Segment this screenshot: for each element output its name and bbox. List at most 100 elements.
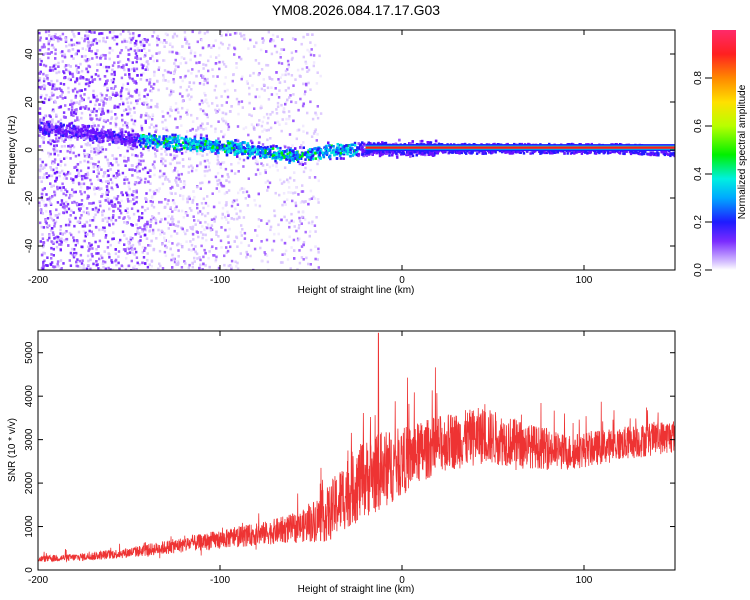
heatmap-cell	[173, 62, 176, 65]
heatmap-cell	[145, 237, 149, 240]
heatmap-cell	[203, 159, 207, 163]
heatmap-cell	[217, 235, 220, 238]
heatmap-cell	[52, 46, 56, 50]
heatmap-cell	[124, 176, 127, 179]
heatmap-cell	[75, 43, 78, 47]
heatmap-cell	[296, 268, 299, 270]
heatmap-cell	[89, 244, 92, 248]
heatmap-cell	[104, 54, 107, 57]
heatmap-cell	[51, 87, 54, 90]
heatmap-cell	[119, 90, 123, 94]
heatmap-cell	[286, 68, 289, 71]
heatmap-cell	[193, 256, 196, 260]
heatmap-cell	[94, 213, 97, 217]
heatmap-cell	[77, 49, 80, 53]
heatmap-cell	[182, 186, 186, 189]
heatmap-cell	[43, 87, 46, 91]
heatmap-cell	[143, 224, 146, 227]
heatmap-cell	[179, 76, 182, 79]
heatmap-cell	[104, 234, 108, 237]
heatmap-cell	[201, 75, 205, 78]
heatmap-cell	[79, 62, 82, 66]
heatmap-cell	[101, 193, 104, 196]
heatmap-cell	[195, 129, 198, 132]
heatmap-cell	[141, 228, 144, 231]
heatmap-cell	[156, 34, 160, 38]
heatmap-cell	[123, 137, 126, 141]
heatmap-cell	[211, 102, 214, 105]
heatmap-cell	[189, 157, 192, 160]
heatmap-cell	[180, 56, 183, 59]
heatmap-cell	[174, 179, 177, 182]
heatmap-cell	[190, 164, 193, 168]
heatmap-cell	[198, 61, 201, 64]
heatmap-cell	[124, 108, 128, 111]
heatmap-cell	[201, 225, 204, 228]
heatmap-cell	[181, 245, 184, 249]
heatmap-cell	[248, 92, 251, 96]
heatmap-cell	[117, 65, 120, 68]
heatmap-cell	[135, 190, 138, 194]
heatmap-cell	[225, 191, 229, 194]
heatmap-cell	[303, 92, 306, 96]
heatmap-cell	[264, 181, 267, 184]
heatmap-cell	[92, 262, 95, 266]
heatmap-cell	[77, 32, 81, 35]
heatmap-cell	[208, 265, 211, 269]
heatmap-cell	[80, 111, 84, 115]
heatmap-cell	[202, 255, 205, 259]
heatmap-cell	[76, 90, 79, 94]
heatmap-cell	[219, 181, 222, 185]
heatmap-cell	[102, 209, 105, 213]
heatmap-cell	[97, 267, 100, 270]
heatmap-cell	[133, 111, 136, 114]
heatmap-cell	[135, 67, 139, 71]
heatmap-cell	[228, 147, 231, 151]
heatmap-cell	[56, 260, 60, 263]
heatmap-cell	[101, 146, 104, 149]
heatmap-cell	[225, 101, 228, 104]
heatmap-cell	[87, 211, 90, 214]
heatmap-cell	[143, 95, 146, 98]
heatmap-cell	[61, 182, 64, 186]
heatmap-cell	[200, 126, 203, 130]
heatmap-cell	[169, 191, 172, 195]
heatmap-cell	[185, 137, 189, 141]
heatmap-cell	[140, 145, 143, 148]
heatmap-cell	[101, 148, 104, 151]
heatmap-cell	[101, 228, 104, 231]
heatmap-cell	[267, 116, 270, 120]
heatmap-cell	[54, 122, 58, 126]
heatmap-cell	[154, 135, 158, 138]
heatmap-cell	[312, 64, 315, 68]
heatmap-cell	[216, 158, 219, 162]
heatmap-cell	[69, 148, 72, 152]
heatmap-cell	[108, 202, 111, 205]
heatmap-cell	[134, 52, 138, 55]
heatmap-cell	[128, 135, 131, 139]
heatmap-cell	[117, 201, 120, 204]
heatmap-cell	[229, 110, 232, 113]
heatmap-cell	[242, 191, 245, 194]
heatmap-cell	[92, 110, 96, 114]
heatmap-cell	[47, 42, 50, 46]
heatmap-cell	[281, 261, 284, 264]
heatmap-cell	[97, 160, 100, 164]
heatmap-cell	[173, 71, 176, 74]
heatmap-cell	[199, 53, 202, 57]
heatmap-cell	[222, 184, 226, 188]
heatmap-cell	[165, 147, 169, 151]
heatmap-cell	[246, 204, 250, 207]
heatmap-cell	[304, 82, 308, 86]
heatmap-cell	[311, 148, 314, 151]
heatmap-cell	[215, 230, 218, 234]
heatmap-cell	[309, 88, 312, 91]
heatmap-cell	[82, 98, 85, 102]
heatmap-cell	[56, 96, 59, 99]
heatmap-cell	[306, 111, 309, 115]
heatmap-cell	[233, 153, 236, 156]
heatmap-cell	[140, 63, 143, 67]
heatmap-cell	[150, 259, 154, 263]
heatmap-cell	[65, 130, 68, 134]
